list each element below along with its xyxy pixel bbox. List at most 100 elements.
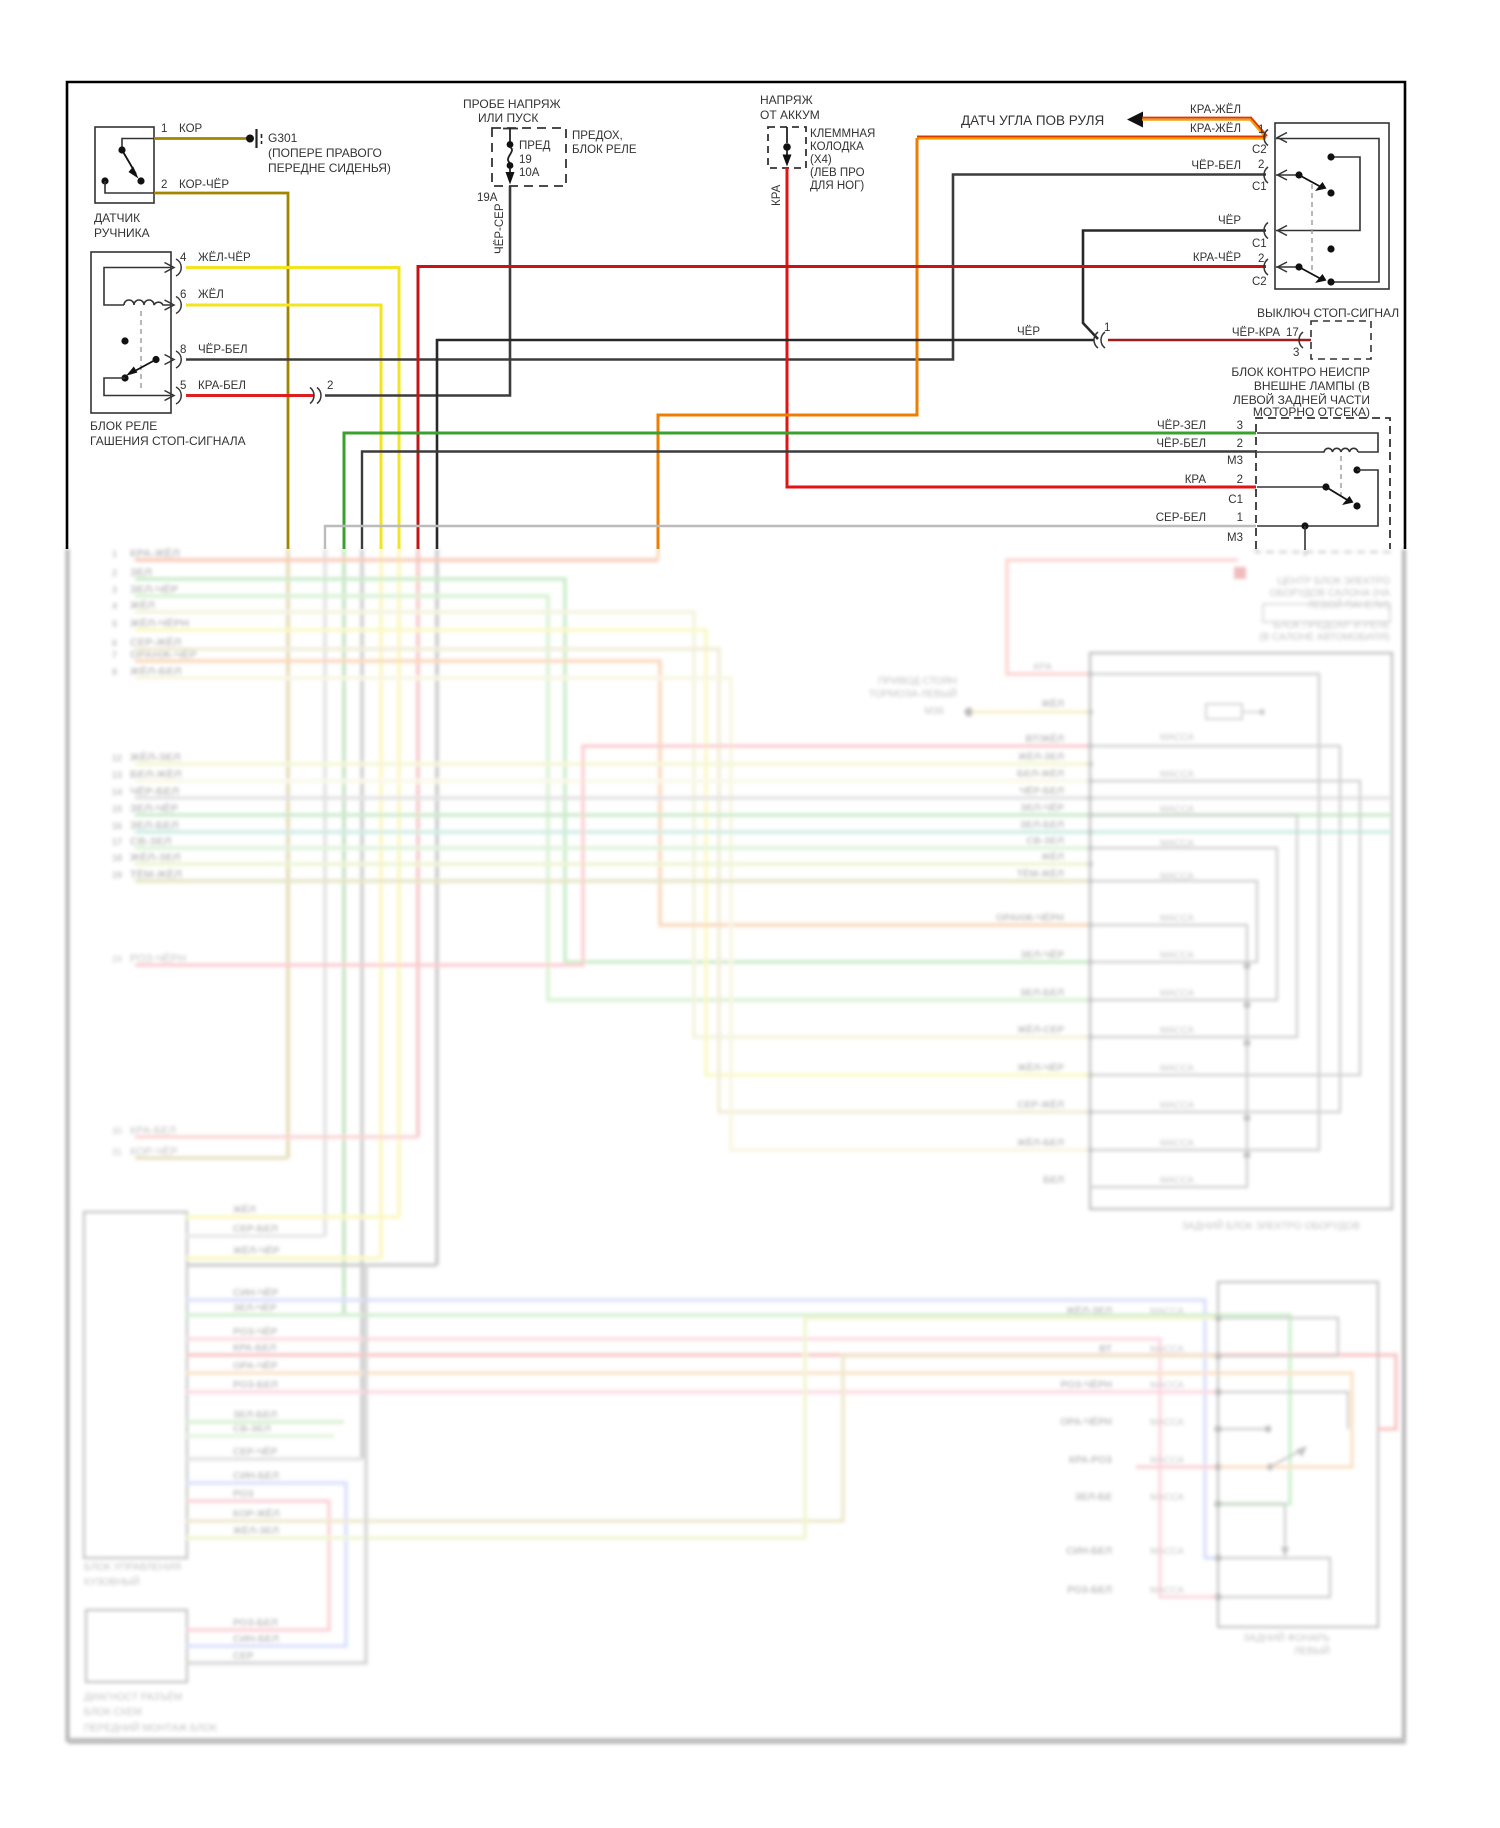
svg-text:РОЗ-ЧЁР: РОЗ-ЧЁР	[233, 1325, 278, 1338]
svg-text:1: 1	[161, 123, 167, 135]
svg-text:КРА: КРА	[1034, 662, 1053, 673]
svg-text:ЧЁР-БЕЛ: ЧЁР-БЕЛ	[130, 785, 179, 798]
svg-text:ПЕРЕДНЕ СИДЕНЬЯ): ПЕРЕДНЕ СИДЕНЬЯ)	[268, 161, 391, 175]
svg-text:МАССА: МАССА	[1160, 732, 1195, 743]
svg-text:ЖЁЛ-ЧЁР: ЖЁЛ-ЧЁР	[1017, 1061, 1065, 1074]
svg-text:ЖЁЛ-ЗЕЛ: ЖЁЛ-ЗЕЛ	[1017, 750, 1064, 763]
svg-text:24: 24	[112, 954, 122, 964]
svg-text:МАССА: МАССА	[1150, 1306, 1185, 1317]
svg-text:ИЛИ ПУСК: ИЛИ ПУСК	[478, 111, 538, 125]
svg-text:ЗАДНИЙ ФОНАРЬ: ЗАДНИЙ ФОНАРЬ	[1243, 1631, 1330, 1644]
svg-text:ОБОРУДОВ САЛОНА (НА: ОБОРУДОВ САЛОНА (НА	[1270, 588, 1391, 599]
svg-text:ЗЕЛ-БЕЛ: ЗЕЛ-БЕЛ	[1020, 820, 1064, 831]
svg-text:2: 2	[1258, 159, 1264, 171]
svg-text:ЖЁЛ-СЕР: ЖЁЛ-СЕР	[1016, 1023, 1064, 1036]
svg-text:РОЗ-БЕЛ: РОЗ-БЕЛ	[1067, 1585, 1112, 1596]
svg-text:(ПОПЕРЕ ПРАВОГО: (ПОПЕРЕ ПРАВОГО	[268, 146, 382, 160]
svg-text:МАССА: МАССА	[1160, 804, 1195, 815]
svg-text:ЧЁР-БЕЛ: ЧЁР-БЕЛ	[198, 344, 248, 356]
svg-text:ГАШЕНИЯ СТОП-СИГНАЛА: ГАШЕНИЯ СТОП-СИГНАЛА	[90, 434, 246, 448]
svg-text:19А: 19А	[477, 192, 498, 204]
svg-text:С1: С1	[1252, 181, 1267, 193]
svg-text:ЖЁЛ: ЖЁЛ	[232, 1203, 256, 1216]
svg-text:ЖЁЛ-ЗЕЛ: ЖЁЛ-ЗЕЛ	[232, 1524, 279, 1537]
svg-text:СЕР-ЖЁЛ: СЕР-ЖЁЛ	[130, 636, 181, 649]
svg-text:РОЗ: РОЗ	[233, 1489, 254, 1500]
svg-text:ЧЁР-КРА: ЧЁР-КРА	[1232, 327, 1280, 339]
svg-text:ОРА-ЧЁРН: ОРА-ЧЁРН	[1060, 1415, 1112, 1428]
svg-text:ОРАНЖ-ЧЁР: ОРАНЖ-ЧЁР	[130, 648, 197, 661]
svg-text:17: 17	[1286, 327, 1299, 339]
svg-text:МАССА: МАССА	[1150, 1492, 1185, 1503]
svg-text:ЖЁЛ-ЗЕЛ: ЖЁЛ-ЗЕЛ	[129, 751, 181, 764]
svg-text:2: 2	[1237, 474, 1243, 486]
svg-text:14: 14	[112, 787, 122, 797]
svg-text:МАССА: МАССА	[1160, 871, 1195, 882]
svg-text:С1: С1	[1228, 494, 1243, 506]
svg-text:МАССА: МАССА	[1150, 1380, 1185, 1391]
svg-text:М36: М36	[925, 706, 945, 717]
svg-text:7: 7	[112, 650, 117, 660]
svg-text:КРА-БЕЛ: КРА-БЕЛ	[198, 380, 246, 392]
svg-text:МАССА: МАССА	[1160, 1025, 1195, 1036]
svg-text:ЗЕЛ-ЧЁР: ЗЕЛ-ЧЁР	[1020, 948, 1064, 961]
svg-text:ЦЕНТР БЛОК ЭЛЕКТРО: ЦЕНТР БЛОК ЭЛЕКТРО	[1277, 576, 1390, 587]
svg-text:МАССА: МАССА	[1160, 1063, 1195, 1074]
svg-text:МАССА: МАССА	[1150, 1455, 1185, 1466]
svg-text:ЗЕЛ-ЧЁР: ЗЕЛ-ЧЁР	[1020, 801, 1064, 814]
svg-text:ЧЁР-СЕР: ЧЁР-СЕР	[494, 203, 506, 254]
svg-text:ЧЁР: ЧЁР	[1218, 215, 1241, 227]
svg-text:ЗЕЛ-ЧЁР: ЗЕЛ-ЧЁР	[233, 1301, 277, 1314]
svg-text:РОЗ-ЧЁРН: РОЗ-ЧЁРН	[1060, 1378, 1112, 1391]
svg-text:5: 5	[180, 380, 186, 392]
svg-text:КРА: КРА	[771, 184, 783, 206]
svg-text:БЕЛ-ЖЁЛ: БЕЛ-ЖЁЛ	[1017, 767, 1064, 780]
svg-text:РОЗ-БЕЛ: РОЗ-БЕЛ	[233, 1618, 278, 1629]
svg-text:3: 3	[112, 585, 117, 595]
svg-text:ЖЁЛ-ЗЕЛ: ЖЁЛ-ЗЕЛ	[1065, 1304, 1112, 1317]
svg-text:ЛЕВОЙ ЗАДНЕЙ ЧАСТИ: ЛЕВОЙ ЗАДНЕЙ ЧАСТИ	[1233, 392, 1370, 407]
svg-text:ТЁМ-ЖЁЛ: ТЁМ-ЖЁЛ	[130, 868, 182, 881]
svg-text:РУЧНИКА: РУЧНИКА	[94, 226, 150, 240]
svg-text:ПРЕДОХ,: ПРЕДОХ,	[572, 130, 623, 142]
svg-text:17: 17	[112, 837, 122, 847]
svg-text:ЖЁЛ-БЕЛ: ЖЁЛ-БЕЛ	[129, 665, 182, 678]
svg-text:ЗЕЛ-БЕЛ: ЗЕЛ-БЕЛ	[130, 820, 179, 832]
svg-text:КУЗОВНЫЙ: КУЗОВНЫЙ	[84, 1575, 140, 1588]
svg-text:ПРИВОД СТОЯН: ПРИВОД СТОЯН	[878, 676, 957, 687]
svg-text:10А: 10А	[519, 167, 540, 179]
svg-text:ЗАДНИЙ БЛОК ЭЛЕКТРО ОБОРУДОВ: ЗАДНИЙ БЛОК ЭЛЕКТРО ОБОРУДОВ	[1182, 1219, 1361, 1232]
svg-text:2: 2	[1237, 438, 1243, 450]
svg-text:18: 18	[112, 853, 122, 863]
svg-text:С2: С2	[1252, 276, 1267, 288]
svg-text:ТЁМ-ЖЁЛ: ТЁМ-ЖЁЛ	[1017, 867, 1064, 880]
svg-text:ОТ АККУМ: ОТ АККУМ	[760, 108, 820, 122]
svg-text:СИН-БЕЛ: СИН-БЕЛ	[1066, 1546, 1112, 1557]
svg-text:МАССА: МАССА	[1150, 1585, 1185, 1596]
svg-text:МАССА: МАССА	[1160, 1100, 1195, 1111]
svg-text:МАССА: МАССА	[1160, 1138, 1195, 1149]
svg-text:МАССА: МАССА	[1160, 913, 1195, 924]
svg-text:ОРА-ЧЁР: ОРА-ЧЁР	[233, 1359, 278, 1372]
svg-text:МАССА: МАССА	[1160, 988, 1195, 999]
svg-text:2: 2	[1258, 253, 1264, 265]
svg-text:1: 1	[1104, 322, 1110, 334]
svg-text:ЗЕЛ: ЗЕЛ	[130, 567, 152, 579]
svg-text:ПРОБЕ НАПРЯЖ: ПРОБЕ НАПРЯЖ	[463, 97, 561, 111]
svg-text:БЛОК СХЕМ: БЛОК СХЕМ	[84, 1707, 142, 1718]
svg-text:КОР: КОР	[179, 123, 203, 135]
svg-text:КРА-ЖЁЛ: КРА-ЖЁЛ	[1190, 104, 1241, 116]
svg-text:СВ-ЗЕЛ: СВ-ЗЕЛ	[233, 1424, 271, 1435]
svg-text:СЕР: СЕР	[233, 1651, 254, 1662]
svg-text:ДАТЧИК: ДАТЧИК	[94, 211, 140, 225]
svg-text:ЧЁР: ЧЁР	[1017, 326, 1040, 338]
svg-text:(ЛЕВ ПРО: (ЛЕВ ПРО	[810, 167, 865, 179]
svg-text:БЛОК КОНТРО НЕИСПР: БЛОК КОНТРО НЕИСПР	[1231, 365, 1370, 379]
svg-text:КРА: КРА	[1185, 474, 1207, 486]
svg-text:СИН-БЕЛ: СИН-БЕЛ	[233, 1634, 279, 1645]
svg-text:ЧЁР-БЕЛ: ЧЁР-БЕЛ	[1191, 160, 1241, 172]
svg-text:5: 5	[112, 619, 117, 629]
svg-text:СЕР-ЖЁЛ: СЕР-ЖЁЛ	[1017, 1098, 1064, 1111]
svg-text:СЕР-БЕЛ: СЕР-БЕЛ	[233, 1224, 278, 1235]
svg-text:19: 19	[519, 154, 532, 166]
